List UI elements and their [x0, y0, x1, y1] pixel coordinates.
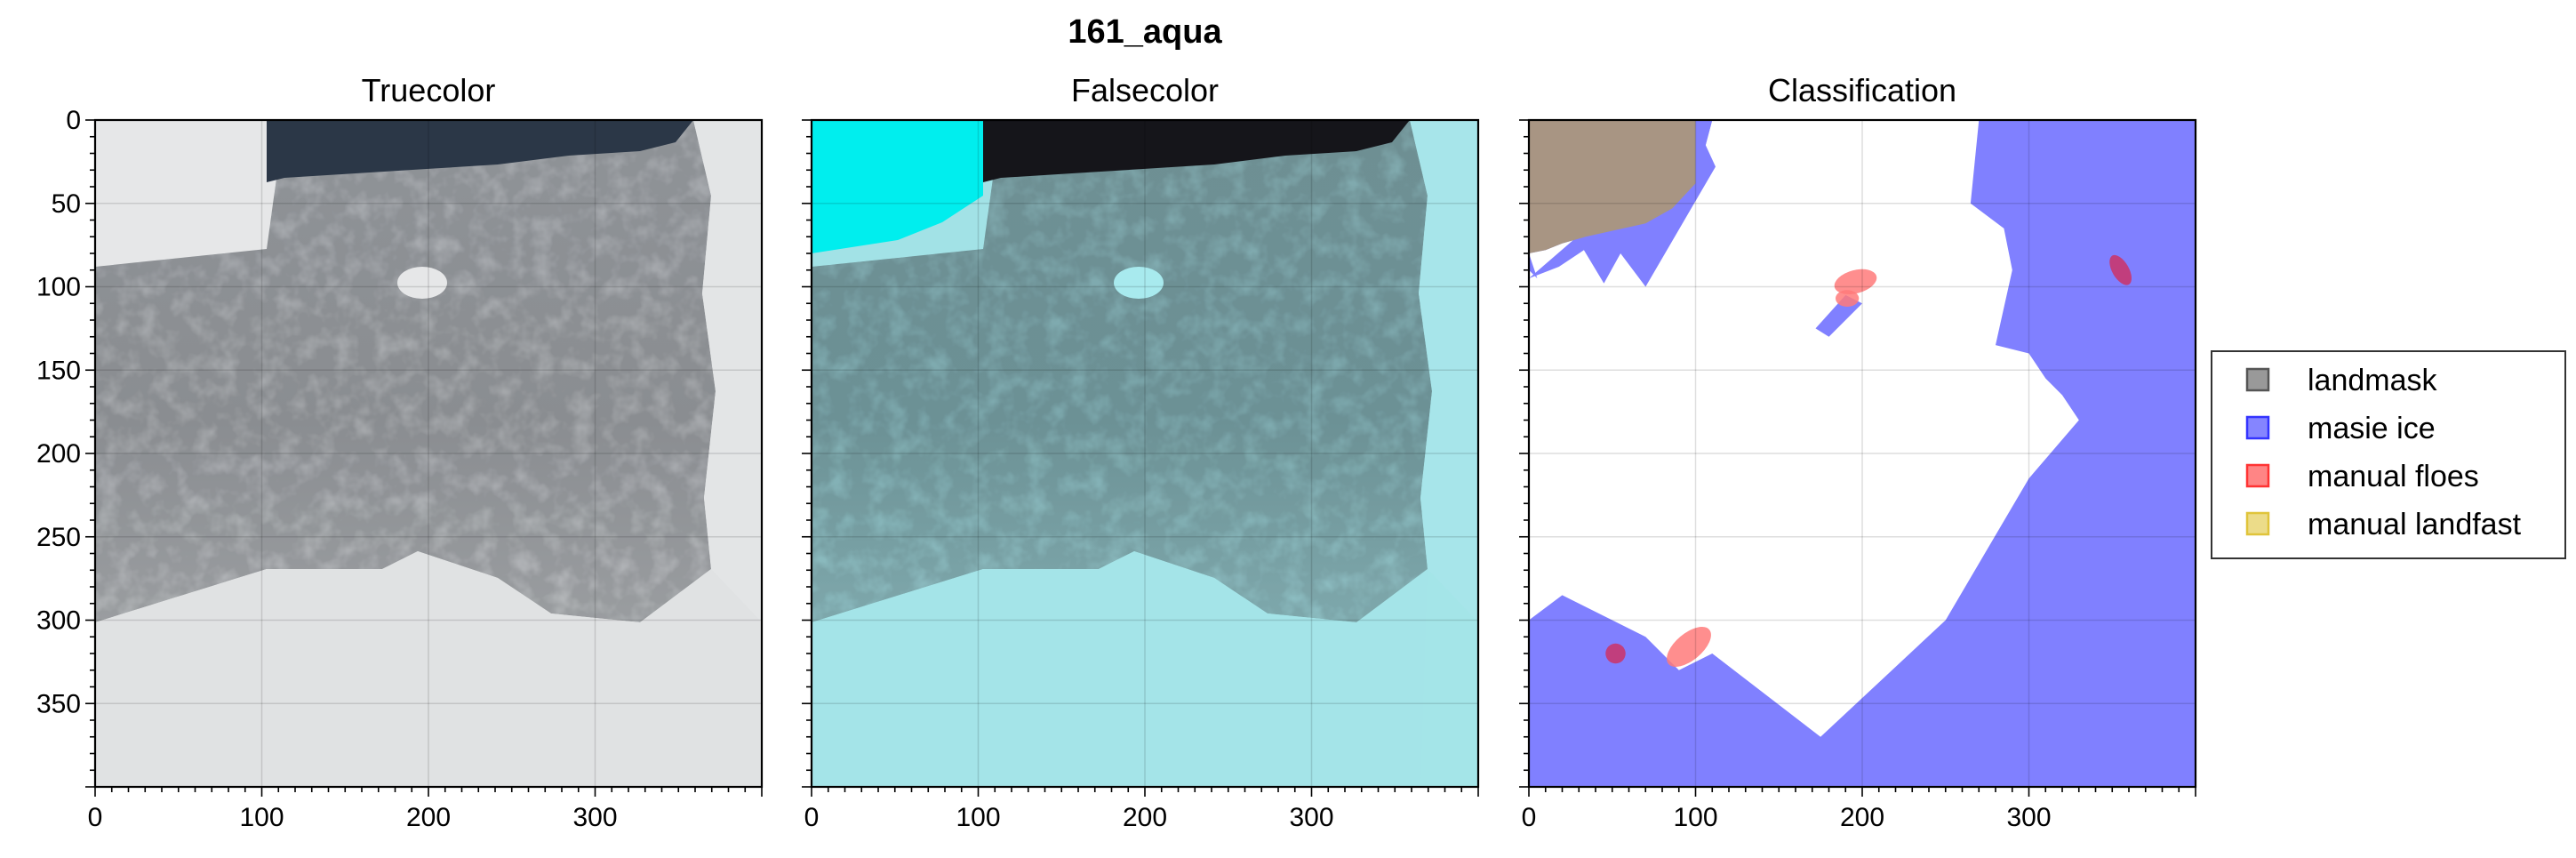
x-tick-label: 100 — [239, 803, 284, 832]
cyan-ice-bottom — [812, 551, 1478, 787]
panel-title-falsecolor: Falsecolor — [1071, 72, 1219, 108]
panel-title-truecolor: Truecolor — [362, 72, 496, 108]
legend-swatch-manual-floes — [2245, 463, 2270, 488]
bright-cyan-ice — [812, 120, 983, 253]
x-tick-label: 100 — [956, 803, 1000, 832]
x-tick-label: 300 — [1289, 803, 1333, 832]
grey-ice-region — [95, 120, 716, 622]
y-tick-label: 0 — [66, 106, 81, 135]
y-tick-label: 300 — [36, 606, 81, 636]
x-tick-label: 0 — [88, 803, 103, 832]
x-tick-label: 300 — [2006, 803, 2051, 832]
panel-classification — [1529, 120, 2196, 787]
manual-floe-0 — [1834, 269, 1877, 295]
y-tick-label: 350 — [36, 689, 81, 718]
bright-floe — [1114, 267, 1164, 299]
x-tick-label: 300 — [572, 803, 617, 832]
legend: landmask masie ice manual floes manual land… — [2211, 350, 2566, 559]
manual-floe-3 — [1605, 643, 1626, 664]
legend-label-manual-floes: manual floes — [2308, 460, 2479, 493]
bright-floe — [397, 267, 447, 299]
landmask-region — [1529, 120, 1696, 253]
masie-ice-region-1 — [1529, 120, 2196, 787]
panel-title-classification: Classification — [1768, 72, 1956, 108]
classification-image — [1529, 120, 2196, 787]
truecolor-image — [95, 120, 762, 787]
manual-floe-4 — [2109, 254, 2132, 285]
legend-swatch-manual-landfast — [2245, 511, 2270, 536]
x-tick-label: 200 — [406, 803, 451, 832]
y-tick-label: 250 — [36, 523, 81, 552]
legend-label-manual-landfast: manual landfast — [2308, 508, 2522, 541]
legend-swatch-landmask — [2245, 367, 2270, 392]
y-tick-label: 100 — [36, 273, 81, 302]
manual-floe-2 — [1667, 627, 1711, 667]
falsecolor-image — [812, 120, 1478, 787]
y-tick-label: 200 — [36, 439, 81, 469]
x-tick-label: 100 — [1673, 803, 1717, 832]
open-water-region — [983, 120, 1410, 182]
y-tick-label: 150 — [36, 356, 81, 385]
grey-ice-region — [812, 120, 1432, 622]
y-tick-label: 50 — [52, 189, 81, 219]
panel-truecolor — [95, 120, 762, 787]
panel-falsecolor — [812, 120, 1478, 787]
x-tick-label: 0 — [1522, 803, 1537, 832]
legend-swatch-masie-ice — [2245, 415, 2270, 440]
x-tick-label: 200 — [1123, 803, 1167, 832]
legend-frame — [2211, 350, 2566, 559]
bright-ice-bottom — [95, 551, 762, 787]
x-tick-label: 200 — [1840, 803, 1884, 832]
legend-label-masie-ice: masie ice — [2308, 412, 2436, 445]
open-water-region — [267, 120, 693, 182]
figure-suptitle: 161_aqua — [1068, 13, 1222, 51]
legend-label-landmask: landmask — [2308, 364, 2438, 397]
x-tick-label: 0 — [804, 803, 820, 832]
manual-floe-1 — [1836, 290, 1860, 307]
